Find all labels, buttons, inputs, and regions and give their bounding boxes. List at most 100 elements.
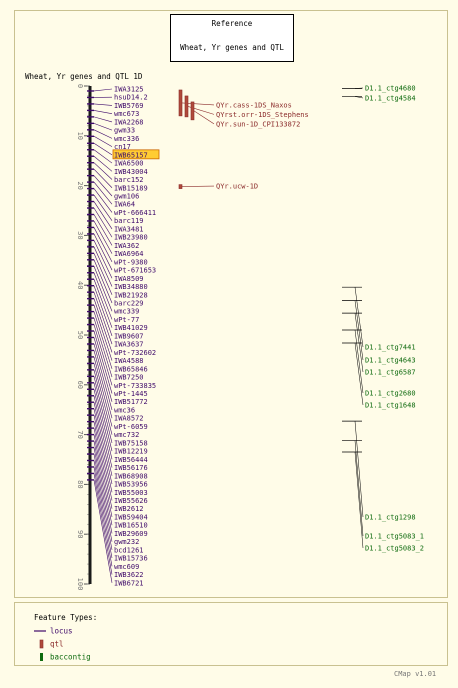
locus-label[interactable]: IWA4588	[114, 357, 144, 365]
locus-label[interactable]: IWB65157	[114, 151, 148, 159]
locus-label[interactable]: IWB9607	[114, 332, 144, 340]
locus-connector	[93, 479, 113, 583]
locus-label[interactable]: wPt-77	[114, 316, 139, 324]
locus-label[interactable]: IWB21928	[114, 291, 148, 299]
qtl-bar[interactable]	[178, 184, 183, 189]
locus-label[interactable]: IWA3481	[114, 225, 144, 233]
qtl-label[interactable]: QYr.sun-1D_CPI133872	[216, 120, 300, 128]
baccontig-label[interactable]: D1.1_ctg4643	[365, 357, 416, 365]
locus-label[interactable]: IWB15736	[114, 555, 148, 563]
scale-tick-label: 90	[76, 530, 84, 538]
locus-label[interactable]: gwm106	[114, 192, 139, 200]
map-title[interactable]: Wheat, Yr genes and QTL 1D	[25, 72, 143, 81]
cmap-version: CMap v1.01	[394, 670, 437, 678]
qtl-bar[interactable]	[190, 101, 195, 121]
locus-label[interactable]: gwm33	[114, 127, 135, 135]
locus-label[interactable]: IWB6721	[114, 579, 144, 587]
baccontig-label[interactable]: D1.1_ctg4584	[365, 95, 416, 103]
baccontig-label[interactable]: D1.1_ctg4680	[365, 85, 416, 93]
locus-label[interactable]: IWB65846	[114, 365, 148, 373]
locus-label[interactable]: IWB75158	[114, 439, 148, 447]
baccontig-label[interactable]: D1.1_ctg1648	[365, 402, 416, 410]
locus-label[interactable]: IWB29609	[114, 530, 148, 538]
locus-label[interactable]: barc119	[114, 217, 144, 225]
locus-label[interactable]: wmc339	[114, 308, 139, 316]
qtl-bar[interactable]	[184, 95, 189, 118]
locus-label[interactable]: wPt-6059	[114, 423, 148, 431]
locus-label[interactable]: gwm232	[114, 538, 139, 546]
locus-connector	[93, 103, 113, 106]
locus-label[interactable]: IWB55626	[114, 497, 148, 505]
locus-label[interactable]: IWA8572	[114, 415, 144, 423]
locus-label[interactable]: IWB68908	[114, 472, 148, 480]
locus-label[interactable]: wmc336	[114, 135, 139, 143]
locus-connector	[93, 149, 113, 164]
locus-label[interactable]: cn17	[114, 143, 131, 151]
locus-label[interactable]: wPt-671653	[114, 267, 156, 275]
legend-title: Feature Types:	[34, 613, 98, 622]
locus-label[interactable]: wmc36	[114, 406, 135, 414]
locus-label[interactable]: IWB53956	[114, 481, 148, 489]
locus-label[interactable]: IWB59404	[114, 513, 148, 521]
locus-connector	[93, 188, 113, 213]
qtl-label[interactable]: QYr.cass-1DS_Naxos	[216, 101, 292, 109]
locus-connector	[93, 356, 113, 427]
qtl-connector	[193, 110, 215, 125]
locus-label[interactable]: wPt-666411	[114, 209, 156, 217]
locus-label[interactable]: wPt-732602	[114, 349, 156, 357]
qtl-bar[interactable]	[178, 89, 183, 117]
locus-label[interactable]: IWB5769	[114, 102, 144, 110]
locus-connector	[93, 201, 113, 230]
locus-label[interactable]: IWB41029	[114, 324, 148, 332]
locus-label[interactable]: IWA8509	[114, 275, 144, 283]
scale-tick-label: 40	[76, 281, 84, 289]
reference-box[interactable]: Reference Wheat, Yr genes and QTL	[170, 14, 294, 62]
locus-connector	[93, 434, 113, 526]
baccontig-label[interactable]: D1.1_ctg1298	[365, 514, 416, 522]
locus-label[interactable]: IWB43004	[114, 168, 148, 176]
locus-label[interactable]: wPt-1445	[114, 390, 148, 398]
locus-label[interactable]: IWA64	[114, 201, 135, 209]
locus-label[interactable]: IWB12219	[114, 448, 148, 456]
locus-label[interactable]: IWA362	[114, 242, 139, 250]
locus-label[interactable]: bcd1261	[114, 546, 144, 554]
locus-label[interactable]: IWB16510	[114, 522, 148, 530]
locus-label[interactable]: IWA3125	[114, 86, 144, 94]
locus-label[interactable]: IWB56444	[114, 456, 148, 464]
locus-connector	[93, 447, 113, 542]
locus-label[interactable]: IWA2268	[114, 118, 144, 126]
locus-label[interactable]: IWB51772	[114, 398, 148, 406]
reference-map-set[interactable]: Wheat, Yr genes and QTL	[180, 43, 284, 52]
baccontig-label[interactable]: D1.1_ctg5083_2	[365, 545, 424, 553]
locus-label[interactable]: IWB56176	[114, 464, 148, 472]
qtl-label[interactable]: QYrst.orr-1DS_Stephens	[216, 111, 309, 119]
map-panel	[14, 10, 448, 598]
locus-label[interactable]: wPt-733835	[114, 382, 156, 390]
locus-label[interactable]: IWA6964	[114, 250, 144, 258]
locus-label[interactable]: wmc673	[114, 110, 139, 118]
locus-label[interactable]: IWB23980	[114, 234, 148, 242]
locus-label[interactable]: IWB15189	[114, 184, 148, 192]
locus-label[interactable]: IWB55003	[114, 489, 148, 497]
baccontig-label[interactable]: D1.1_ctg6587	[365, 369, 416, 377]
locus-label[interactable]: IWB3622	[114, 571, 144, 579]
scale-tick-label: 100	[76, 578, 84, 591]
locus-label[interactable]: IWA6500	[114, 160, 144, 168]
locus-label[interactable]: barc152	[114, 176, 144, 184]
locus-label[interactable]: IWB34880	[114, 283, 148, 291]
locus-label[interactable]: IWA3637	[114, 341, 144, 349]
locus-connector	[93, 136, 113, 147]
locus-label[interactable]: wmc609	[114, 563, 139, 571]
baccontig-connector	[354, 440, 364, 537]
locus-connector	[93, 363, 113, 435]
locus-label[interactable]: barc229	[114, 299, 144, 307]
qtl-label[interactable]: QYr.ucw-1D	[216, 183, 258, 191]
baccontig-label[interactable]: D1.1_ctg5083_1	[365, 533, 424, 541]
locus-label[interactable]: wPt-9380	[114, 258, 148, 266]
locus-label[interactable]: IWB2612	[114, 505, 144, 513]
baccontig-label[interactable]: D1.1_ctg2680	[365, 390, 416, 398]
locus-label[interactable]: hsuD14.2	[114, 94, 148, 102]
locus-label[interactable]: IWB7250	[114, 374, 144, 382]
locus-label[interactable]: wmc732	[114, 431, 139, 439]
baccontig-label[interactable]: D1.1_ctg7441	[365, 344, 416, 352]
